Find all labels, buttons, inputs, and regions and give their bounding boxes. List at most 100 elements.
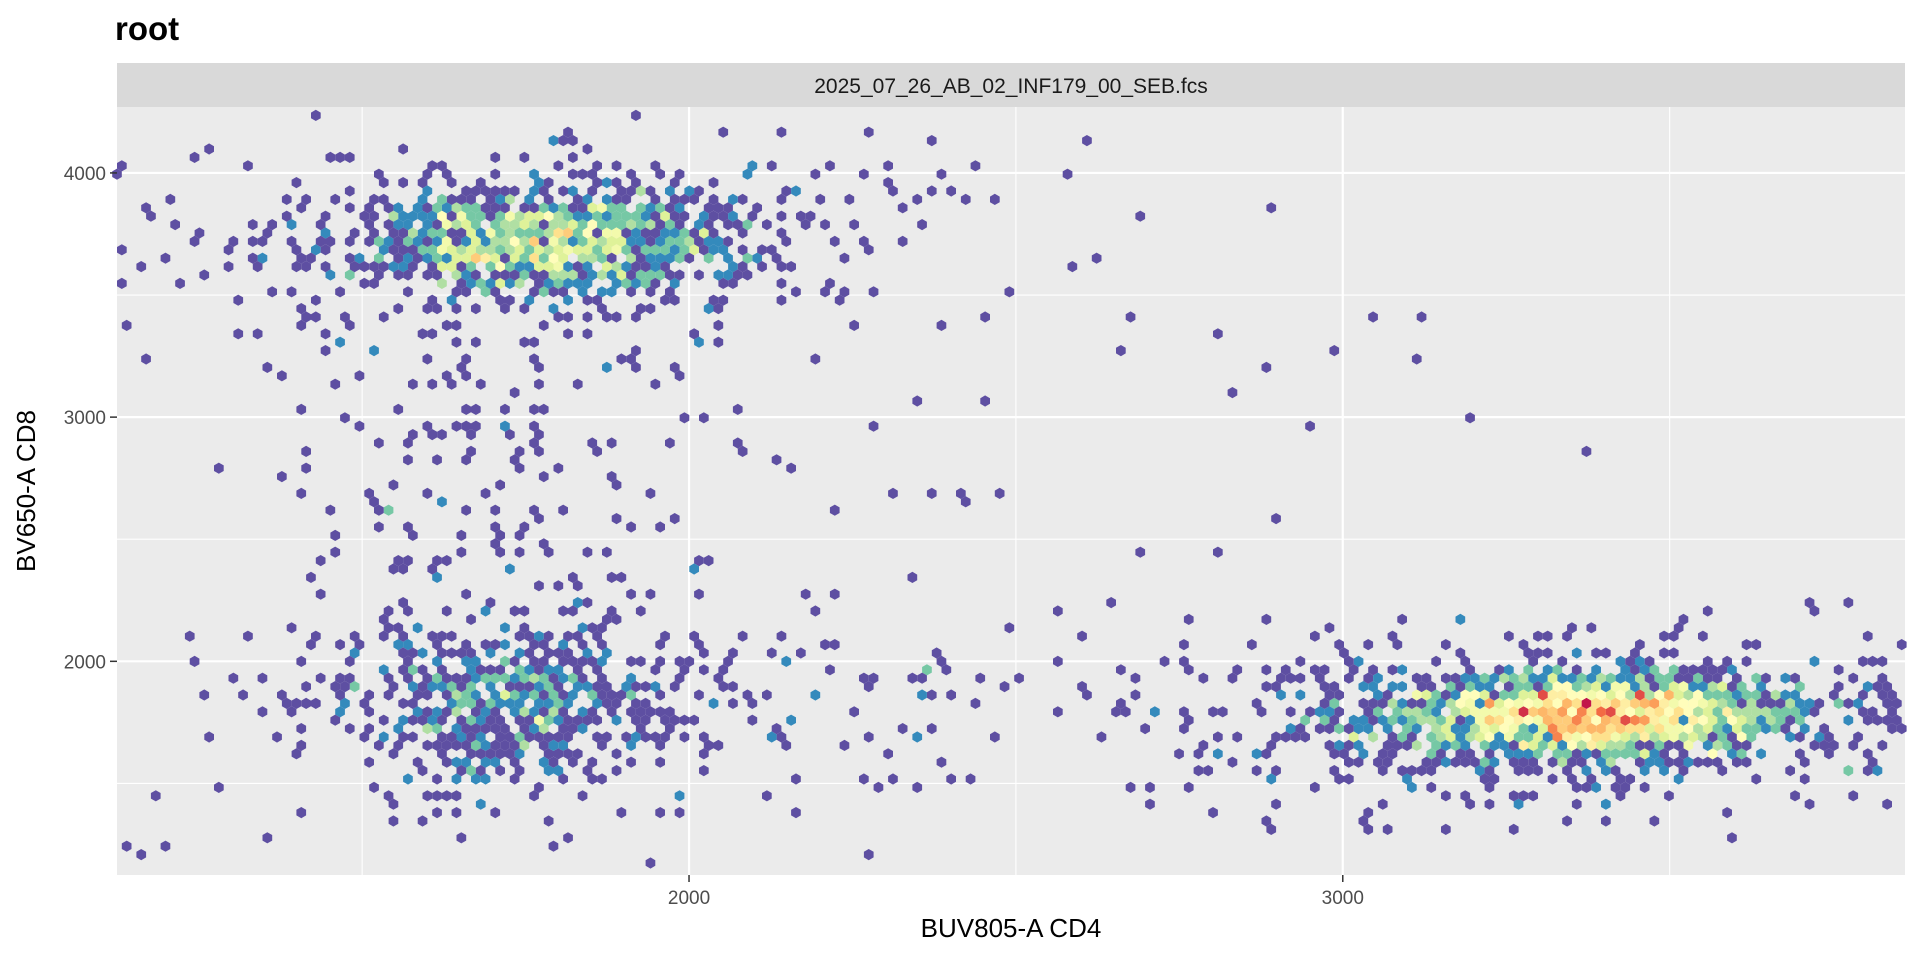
hex-cell-19 [655,252,665,264]
hex-cell-823 [408,714,418,726]
hex-cell-101 [669,227,680,239]
hex-cell-765 [587,622,598,634]
hex-cell-1850 [907,672,918,684]
hex-cell-34 [674,269,685,281]
hex-cell-1347 [1635,655,1645,667]
hex-cell-1646 [1644,655,1655,667]
hex-cell-623 [776,227,787,239]
hex-cell-817 [437,647,447,659]
hex-cell-1987 [582,546,593,558]
hex-cell-477 [863,244,874,256]
hex-cell-615 [553,160,564,172]
hex-cell-40 [480,252,491,264]
hex-cell-375 [117,277,127,289]
hex-cell-826 [461,739,471,751]
hex-cell-1752 [1266,773,1277,785]
hex-cell-762 [408,697,418,709]
hex-cell-1422 [1581,731,1592,743]
hex-cell-388 [204,143,214,155]
hex-cell-901 [475,748,486,760]
hex-cell-647 [398,563,408,575]
hex-cell-1 [543,244,554,256]
hex-cell-259 [427,160,438,172]
hex-cell-1654 [1523,731,1534,743]
hex-cell-159 [606,219,617,231]
hex-cell-361 [490,269,501,281]
hex-cell-1586 [1639,781,1650,793]
hex-cell-929 [509,605,520,617]
hex-cell-1013 [582,597,593,609]
hex-cell-1889 [1004,622,1015,634]
hex-cell-1744 [1145,781,1155,793]
hex-cell-1952 [437,429,447,441]
hex-cell-1707 [1877,689,1888,701]
hex-cell-1175 [1586,723,1597,735]
hex-cell-1674 [1829,689,1839,701]
hex-cell-1892 [1276,672,1286,684]
hex-cell-2022 [606,471,617,483]
hex-cell-1809 [810,605,821,617]
hex-cell-1702 [1625,672,1635,684]
hex-cell-610 [296,252,307,264]
hex-cell-499 [980,311,990,323]
hex-cell-1132 [1678,681,1689,693]
hex-cell-1857 [1140,723,1150,735]
hex-cell-1059 [480,605,491,617]
hex-cell-273 [505,261,515,273]
hex-cell-68 [364,202,374,214]
hex-cell-1779 [1251,748,1262,760]
hex-cell-215 [524,261,535,273]
hex-cell-575 [369,193,379,205]
hex-cell-1614 [1387,681,1398,693]
hex-cell-1941 [495,546,505,558]
hex-cell-1055 [863,849,874,861]
hex-cell-1947 [325,504,336,516]
hex-cell-1720 [1872,714,1883,726]
hex-cell-1688 [1421,672,1432,684]
hex-cell-263 [708,244,719,256]
hex-cell-1372 [1727,697,1737,709]
hex-cell-498 [495,244,505,256]
hex-cell-352 [558,235,568,247]
hex-cell-1097 [1460,689,1471,701]
hex-cell-423 [572,210,583,222]
hex-cell-631 [121,840,132,852]
hex-cell-108 [344,202,355,214]
hex-cell-1977 [461,454,471,466]
y-tick-label-2: 4000 [64,164,106,185]
hex-cell-1416 [1673,706,1684,718]
hex-cell-185 [475,177,486,189]
hex-cell-784 [480,672,491,684]
hex-cell-1957 [427,563,438,575]
hex-cell-1864 [766,731,777,743]
hex-cell-3 [437,210,447,222]
hex-cell-1832 [1581,445,1592,457]
hex-cell-587 [344,151,355,163]
hex-cell-113 [548,303,559,315]
hex-cell-699 [587,689,598,701]
hex-cell-265 [446,244,457,256]
hex-cell-930 [301,697,311,709]
hex-cell-1242 [1348,731,1359,743]
hex-cell-750 [587,773,598,785]
hex-cell-126 [572,244,583,256]
hex-cell-455 [606,252,617,264]
hex-cell-841 [296,487,307,499]
hex-cell-1572 [1431,706,1441,718]
hex-cell-300 [718,244,729,256]
hex-cell-36 [606,235,617,247]
hex-cell-549 [631,311,641,323]
hex-cell-1964 [369,496,379,508]
hex-cell-1897 [1053,605,1063,617]
hex-cell-1808 [1053,706,1063,718]
hex-cell-1124 [1411,739,1422,751]
hex-cell-976 [291,697,302,709]
hex-cell-607 [703,219,714,231]
hex-cell-809 [543,748,554,760]
hex-cell-1524 [1688,697,1698,709]
hex-cell-329 [529,185,539,197]
hex-cell-702 [839,739,850,751]
hex-cell-703 [281,697,292,709]
hex-cell-722 [538,672,549,684]
hex-cell-134 [311,294,321,306]
